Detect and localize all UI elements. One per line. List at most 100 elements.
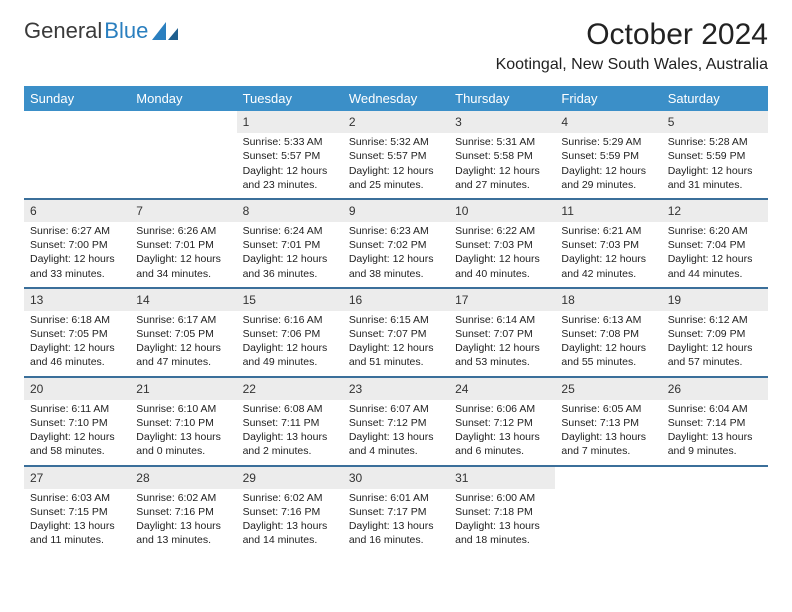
calendar-cell: 7Sunrise: 6:26 AMSunset: 7:01 PMDaylight…: [130, 200, 236, 287]
sunrise-text: Sunrise: 6:08 AM: [243, 402, 337, 416]
sunset-text: Sunset: 7:18 PM: [455, 505, 549, 519]
day-number: 25: [555, 378, 661, 400]
sunset-text: Sunset: 7:07 PM: [455, 327, 549, 341]
sunrise-text: Sunrise: 5:33 AM: [243, 135, 337, 149]
day-body: Sunrise: 6:07 AMSunset: 7:12 PMDaylight:…: [343, 400, 449, 465]
title-block: October 2024 Kootingal, New South Wales,…: [496, 18, 768, 74]
sunset-text: Sunset: 7:04 PM: [668, 238, 762, 252]
day-number: 26: [662, 378, 768, 400]
sunrise-text: Sunrise: 6:21 AM: [561, 224, 655, 238]
sunrise-text: Sunrise: 6:04 AM: [668, 402, 762, 416]
day-body: Sunrise: 6:20 AMSunset: 7:04 PMDaylight:…: [662, 222, 768, 287]
calendar-cell: 17Sunrise: 6:14 AMSunset: 7:07 PMDayligh…: [449, 289, 555, 376]
day-number: 9: [343, 200, 449, 222]
sunset-text: Sunset: 7:14 PM: [668, 416, 762, 430]
day-number: 16: [343, 289, 449, 311]
day-header: Sunday: [24, 86, 130, 111]
daylight-text: Daylight: 13 hours and 11 minutes.: [30, 519, 124, 547]
day-header: Friday: [555, 86, 661, 111]
sunrise-text: Sunrise: 6:15 AM: [349, 313, 443, 327]
sunset-text: Sunset: 7:08 PM: [561, 327, 655, 341]
day-number: 3: [449, 111, 555, 133]
weeks-container: 1Sunrise: 5:33 AMSunset: 5:57 PMDaylight…: [24, 111, 768, 553]
day-body: Sunrise: 6:24 AMSunset: 7:01 PMDaylight:…: [237, 222, 343, 287]
calendar-cell: 5Sunrise: 5:28 AMSunset: 5:59 PMDaylight…: [662, 111, 768, 198]
day-body: Sunrise: 5:29 AMSunset: 5:59 PMDaylight:…: [555, 133, 661, 198]
sunset-text: Sunset: 7:02 PM: [349, 238, 443, 252]
sunrise-text: Sunrise: 6:20 AM: [668, 224, 762, 238]
daylight-text: Daylight: 13 hours and 18 minutes.: [455, 519, 549, 547]
day-body: Sunrise: 6:00 AMSunset: 7:18 PMDaylight:…: [449, 489, 555, 554]
sunrise-text: Sunrise: 6:16 AM: [243, 313, 337, 327]
daylight-text: Daylight: 12 hours and 23 minutes.: [243, 164, 337, 192]
day-body: Sunrise: 5:32 AMSunset: 5:57 PMDaylight:…: [343, 133, 449, 198]
day-body: Sunrise: 5:28 AMSunset: 5:59 PMDaylight:…: [662, 133, 768, 198]
sunrise-text: Sunrise: 5:28 AM: [668, 135, 762, 149]
day-number: 24: [449, 378, 555, 400]
daylight-text: Daylight: 13 hours and 4 minutes.: [349, 430, 443, 458]
calendar-cell: 13Sunrise: 6:18 AMSunset: 7:05 PMDayligh…: [24, 289, 130, 376]
sunset-text: Sunset: 5:57 PM: [243, 149, 337, 163]
daylight-text: Daylight: 12 hours and 36 minutes.: [243, 252, 337, 280]
day-number: 5: [662, 111, 768, 133]
day-number: 12: [662, 200, 768, 222]
calendar-week: 6Sunrise: 6:27 AMSunset: 7:00 PMDaylight…: [24, 198, 768, 287]
calendar-cell-empty: [662, 467, 768, 554]
day-number: 22: [237, 378, 343, 400]
calendar-cell: 14Sunrise: 6:17 AMSunset: 7:05 PMDayligh…: [130, 289, 236, 376]
calendar-week: 27Sunrise: 6:03 AMSunset: 7:15 PMDayligh…: [24, 465, 768, 554]
calendar-cell: 19Sunrise: 6:12 AMSunset: 7:09 PMDayligh…: [662, 289, 768, 376]
calendar-cell: 10Sunrise: 6:22 AMSunset: 7:03 PMDayligh…: [449, 200, 555, 287]
day-body: Sunrise: 6:01 AMSunset: 7:17 PMDaylight:…: [343, 489, 449, 554]
daylight-text: Daylight: 12 hours and 46 minutes.: [30, 341, 124, 369]
sunset-text: Sunset: 7:17 PM: [349, 505, 443, 519]
day-header: Tuesday: [237, 86, 343, 111]
calendar-cell: 31Sunrise: 6:00 AMSunset: 7:18 PMDayligh…: [449, 467, 555, 554]
sunset-text: Sunset: 7:12 PM: [349, 416, 443, 430]
sunrise-text: Sunrise: 6:17 AM: [136, 313, 230, 327]
calendar-cell: 21Sunrise: 6:10 AMSunset: 7:10 PMDayligh…: [130, 378, 236, 465]
calendar-week: 20Sunrise: 6:11 AMSunset: 7:10 PMDayligh…: [24, 376, 768, 465]
calendar-week: 1Sunrise: 5:33 AMSunset: 5:57 PMDaylight…: [24, 111, 768, 198]
day-number: 21: [130, 378, 236, 400]
day-number: 18: [555, 289, 661, 311]
day-body: Sunrise: 6:02 AMSunset: 7:16 PMDaylight:…: [130, 489, 236, 554]
calendar-cell: 29Sunrise: 6:02 AMSunset: 7:16 PMDayligh…: [237, 467, 343, 554]
sunset-text: Sunset: 7:13 PM: [561, 416, 655, 430]
logo: GeneralBlue: [24, 18, 178, 44]
calendar-cell: 16Sunrise: 6:15 AMSunset: 7:07 PMDayligh…: [343, 289, 449, 376]
daylight-text: Daylight: 12 hours and 40 minutes.: [455, 252, 549, 280]
calendar-cell: 30Sunrise: 6:01 AMSunset: 7:17 PMDayligh…: [343, 467, 449, 554]
sunrise-text: Sunrise: 6:26 AM: [136, 224, 230, 238]
page-title: October 2024: [496, 18, 768, 52]
daylight-text: Daylight: 12 hours and 33 minutes.: [30, 252, 124, 280]
day-number: 14: [130, 289, 236, 311]
calendar-cell: 1Sunrise: 5:33 AMSunset: 5:57 PMDaylight…: [237, 111, 343, 198]
day-body: Sunrise: 6:15 AMSunset: 7:07 PMDaylight:…: [343, 311, 449, 376]
calendar-cell: 26Sunrise: 6:04 AMSunset: 7:14 PMDayligh…: [662, 378, 768, 465]
day-header-row: Sunday Monday Tuesday Wednesday Thursday…: [24, 86, 768, 111]
day-body: Sunrise: 6:05 AMSunset: 7:13 PMDaylight:…: [555, 400, 661, 465]
day-number: 7: [130, 200, 236, 222]
daylight-text: Daylight: 12 hours and 53 minutes.: [455, 341, 549, 369]
daylight-text: Daylight: 12 hours and 25 minutes.: [349, 164, 443, 192]
day-number: 29: [237, 467, 343, 489]
day-body: Sunrise: 6:02 AMSunset: 7:16 PMDaylight:…: [237, 489, 343, 554]
sunrise-text: Sunrise: 6:01 AM: [349, 491, 443, 505]
sunrise-text: Sunrise: 6:06 AM: [455, 402, 549, 416]
sunrise-text: Sunrise: 6:22 AM: [455, 224, 549, 238]
sunset-text: Sunset: 7:06 PM: [243, 327, 337, 341]
sunset-text: Sunset: 7:01 PM: [136, 238, 230, 252]
day-number: 6: [24, 200, 130, 222]
sunrise-text: Sunrise: 6:05 AM: [561, 402, 655, 416]
day-header: Wednesday: [343, 86, 449, 111]
day-body: Sunrise: 6:06 AMSunset: 7:12 PMDaylight:…: [449, 400, 555, 465]
daylight-text: Daylight: 13 hours and 2 minutes.: [243, 430, 337, 458]
sunset-text: Sunset: 5:59 PM: [561, 149, 655, 163]
calendar: Sunday Monday Tuesday Wednesday Thursday…: [24, 86, 768, 553]
sunset-text: Sunset: 7:16 PM: [243, 505, 337, 519]
day-number: [662, 467, 768, 473]
calendar-cell-empty: [555, 467, 661, 554]
day-body: Sunrise: 6:27 AMSunset: 7:00 PMDaylight:…: [24, 222, 130, 287]
sunset-text: Sunset: 5:58 PM: [455, 149, 549, 163]
